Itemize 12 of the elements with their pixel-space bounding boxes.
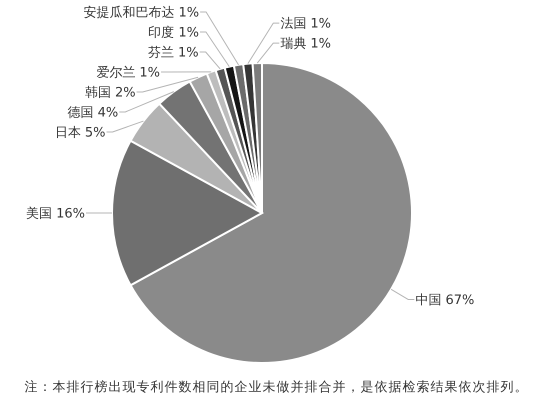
slice-label: 芬兰 1% [148, 46, 199, 61]
slice-label: 中国 67% [415, 293, 474, 308]
slice-label: 德国 4% [67, 106, 118, 121]
slice-label: 日本 5% [54, 126, 106, 141]
slice-label: 韩国 2% [84, 86, 136, 101]
slice-label: 瑞典 1% [280, 36, 332, 52]
slice-label: 安提瓜和巴布达 1% [83, 4, 200, 21]
slice-label: 美国 16% [26, 206, 85, 222]
slice-label: 爱尔兰 1% [96, 66, 160, 81]
slice-label: 印度 1% [148, 24, 199, 41]
text: 注：本排行榜出现专利件数相同的企业未做并排合并，是依据检索结果依次排列。 [24, 379, 530, 396]
slice-label: 法国 1% [280, 16, 332, 32]
